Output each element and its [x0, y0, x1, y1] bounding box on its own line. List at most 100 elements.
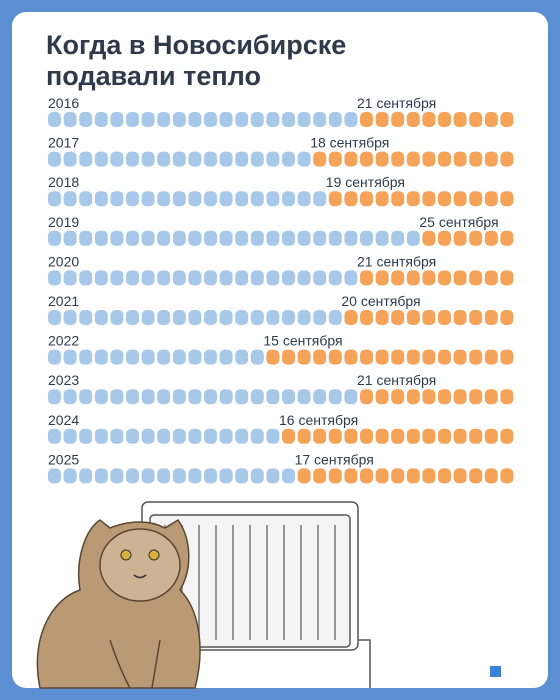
day-before	[172, 389, 186, 405]
day-before	[266, 270, 280, 286]
day-before	[297, 112, 311, 127]
day-after	[406, 428, 420, 444]
day-before	[172, 112, 186, 127]
day-before	[266, 191, 280, 207]
day-before	[157, 428, 171, 444]
day-after	[438, 112, 451, 127]
day-before	[328, 230, 342, 246]
day-before	[188, 310, 202, 325]
day-before	[48, 230, 61, 246]
day-before	[282, 191, 295, 207]
day-before	[282, 310, 295, 325]
day-before	[250, 310, 264, 325]
day-after	[360, 191, 373, 207]
day-before	[94, 112, 108, 127]
day-before	[141, 468, 155, 484]
day-after	[406, 468, 420, 484]
day-before	[94, 468, 108, 484]
day-after	[328, 468, 342, 484]
day-before	[157, 191, 171, 207]
day-after	[422, 112, 436, 127]
day-before	[204, 468, 217, 484]
day-after	[469, 270, 483, 286]
day-after	[391, 349, 405, 365]
day-before	[79, 389, 93, 405]
day-after	[406, 191, 420, 207]
day-before	[282, 151, 295, 167]
day-before	[141, 310, 155, 325]
day-before	[141, 191, 155, 207]
day-after	[438, 389, 451, 405]
day-before	[79, 270, 93, 286]
day-before	[235, 270, 249, 286]
day-before	[126, 349, 139, 365]
day-before	[188, 230, 202, 246]
day-after	[344, 191, 358, 207]
day-before	[235, 468, 249, 484]
date-label: 15 сентября	[263, 333, 342, 349]
day-after	[484, 428, 498, 444]
day-before	[391, 230, 405, 246]
day-after	[313, 349, 327, 365]
day-before	[126, 230, 139, 246]
day-before	[63, 112, 77, 127]
day-before	[328, 310, 342, 325]
day-after	[344, 468, 358, 484]
day-before	[110, 270, 124, 286]
day-before	[266, 310, 280, 325]
day-after	[453, 191, 467, 207]
day-before	[172, 310, 186, 325]
day-before	[235, 428, 249, 444]
day-after	[453, 112, 467, 127]
day-before	[79, 428, 93, 444]
day-before	[297, 151, 311, 167]
day-after	[406, 310, 420, 325]
day-before	[235, 151, 249, 167]
day-after	[438, 151, 451, 167]
day-before	[375, 230, 389, 246]
day-before	[235, 112, 249, 127]
day-before	[282, 112, 295, 127]
day-after	[438, 310, 451, 325]
year-label: 2024	[48, 412, 79, 428]
day-before	[188, 428, 202, 444]
day-before	[157, 270, 171, 286]
day-after	[328, 191, 342, 207]
date-label: 19 сентября	[326, 174, 405, 190]
day-after	[422, 468, 436, 484]
day-after	[375, 349, 389, 365]
day-after	[469, 151, 483, 167]
day-after	[453, 428, 467, 444]
day-after	[406, 389, 420, 405]
day-after	[406, 270, 420, 286]
day-before	[48, 389, 61, 405]
day-before	[313, 310, 327, 325]
day-before	[172, 191, 186, 207]
day-before	[235, 310, 249, 325]
day-after	[469, 230, 483, 246]
date-label: 25 сентября	[419, 214, 498, 230]
day-after	[422, 349, 436, 365]
day-before	[328, 389, 342, 405]
day-after	[453, 468, 467, 484]
day-after	[406, 349, 420, 365]
day-after	[360, 270, 373, 286]
day-before	[141, 230, 155, 246]
day-before	[344, 112, 358, 127]
year-label: 2019	[48, 214, 79, 230]
day-after	[500, 112, 514, 127]
day-after	[500, 468, 514, 484]
day-before	[94, 349, 108, 365]
day-before	[172, 468, 186, 484]
day-before	[188, 349, 202, 365]
day-before	[282, 468, 295, 484]
day-before	[266, 151, 280, 167]
day-after	[406, 151, 420, 167]
day-before	[172, 151, 186, 167]
day-before	[110, 468, 124, 484]
day-after	[500, 151, 514, 167]
day-before	[297, 230, 311, 246]
day-before	[204, 310, 217, 325]
day-before	[250, 191, 264, 207]
day-before	[126, 191, 139, 207]
